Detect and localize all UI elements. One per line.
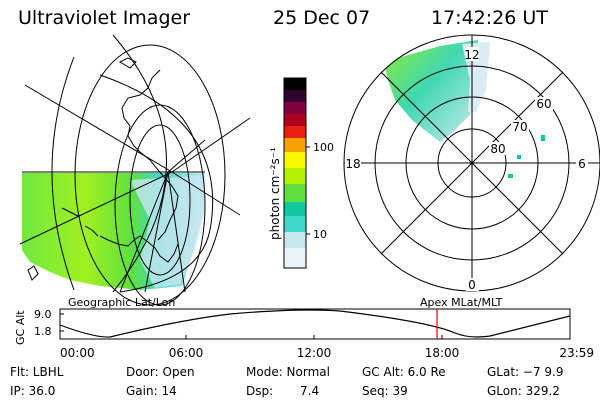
lat-label-60: 60 — [536, 97, 551, 111]
uv-pixel-dot — [517, 155, 521, 159]
app-title: Ultraviolet Imager — [18, 7, 191, 29]
time-tick-0000: 00:00 — [60, 346, 95, 360]
colorbar-tick-10: 10 — [313, 228, 327, 241]
filter-info: Flt: LBHL — [10, 365, 64, 379]
door-info: Door: Open — [126, 365, 195, 379]
polar-mlt-panel: 12 0 18 6 60 70 80 — [343, 34, 600, 292]
ytick-1.8: 1.8 — [34, 325, 52, 338]
glon-info: GLon: 329.2 — [487, 384, 560, 398]
time-label: 17:42:26 UT — [431, 7, 548, 29]
gc-alt-info: GC Alt: 6.0 Re — [362, 365, 446, 379]
colorbar-label: photon cm⁻²s⁻¹ — [268, 147, 282, 240]
orbit-timeline: Geographic Lat/Lon Apex MLat/MLT GC Alt … — [14, 296, 594, 360]
mode-info: Mode: Normal — [246, 365, 330, 379]
geographic-map-panel — [19, 34, 251, 306]
graticule — [19, 34, 251, 306]
glat-info: GLat: −7 9.9 — [487, 365, 564, 379]
uv-pixel-dot — [541, 135, 545, 141]
time-tick-2359: 23:59 — [559, 346, 594, 360]
mlt-label-12: 12 — [464, 48, 479, 62]
colorbar: 100 10 photon cm⁻²s⁻¹ — [268, 77, 334, 269]
dsp-value: 7.4 — [300, 384, 320, 398]
mlt-label-18: 18 — [345, 157, 360, 171]
mlt-label-0: 0 — [468, 278, 476, 292]
colorbar-tick-100: 100 — [313, 141, 334, 154]
ip-info: IP: 36.0 — [10, 384, 56, 398]
ytick-9: 9.0 — [34, 308, 52, 321]
uv-emission-image-polar — [384, 40, 478, 142]
dsp-label: Dsp: — [246, 384, 274, 398]
time-tick-1200: 12:00 — [297, 346, 332, 360]
time-tick-0600: 06:00 — [169, 346, 204, 360]
lat-label-70: 70 — [512, 120, 527, 134]
seq-info: Seq: 39 — [362, 384, 408, 398]
geo-caption: Geographic Lat/Lon — [68, 296, 175, 309]
orbit-altitude-curve — [59, 309, 571, 338]
uv-pixel-dot — [508, 174, 513, 178]
apex-caption: Apex MLat/MLT — [420, 296, 503, 309]
gain-info: Gain: 14 — [126, 384, 177, 398]
lat-label-80: 80 — [490, 142, 505, 156]
mlt-label-6: 6 — [578, 157, 586, 171]
time-tick-1800: 18:00 — [425, 346, 460, 360]
timeline-ylabel: GC Alt — [14, 310, 27, 345]
date-label: 25 Dec 07 — [273, 7, 371, 29]
uv-diffuse-glow-geo — [130, 176, 205, 288]
coastlines — [27, 57, 179, 281]
polar-grid — [343, 34, 600, 292]
